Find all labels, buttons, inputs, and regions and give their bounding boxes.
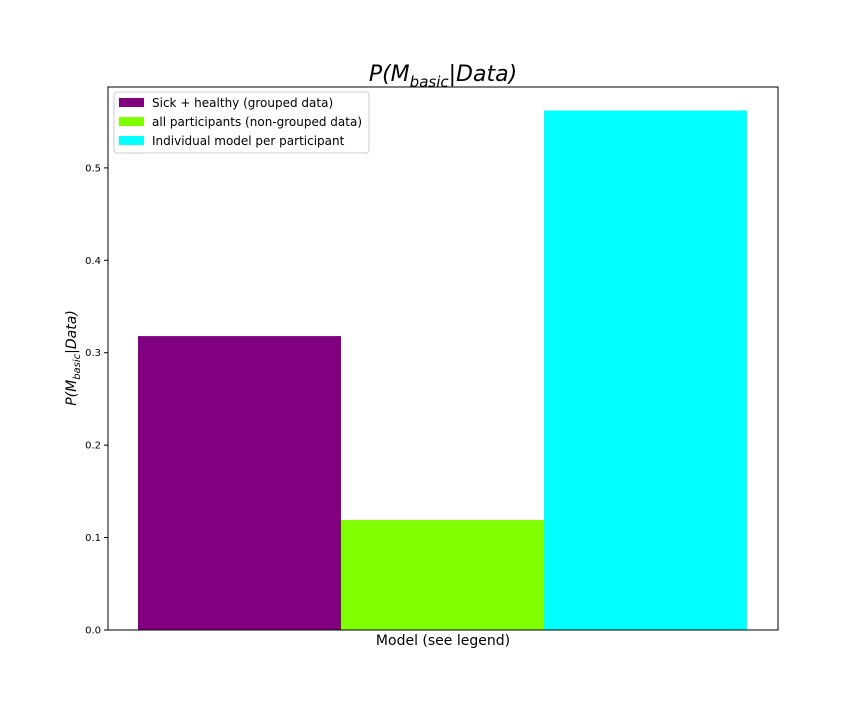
y-tick-label: 0.2 [85, 441, 101, 452]
plot-frame [107, 86, 779, 631]
chart-title-main: P(M [369, 62, 410, 87]
chart-title-suffix: |Data) [449, 62, 518, 87]
y-tick-label: 0.0 [85, 626, 101, 637]
bars-layer [138, 110, 747, 631]
legend-swatch-2 [119, 117, 144, 126]
x-axis-label: Model (see legend) [376, 633, 510, 649]
bar-2 [341, 520, 544, 630]
legend-label-2: all participants (non-grouped data) [152, 115, 362, 129]
y-tick-label: 0.5 [85, 163, 101, 174]
y-tick-label: 0.1 [85, 533, 101, 544]
y-axis-label-subscript: basic [72, 353, 83, 379]
y-axis-label-suffix: |Data) [64, 310, 80, 354]
bar-3 [544, 110, 747, 631]
legend: Sick + healthy (grouped data) all partici… [113, 91, 370, 154]
legend-swatch-3 [119, 136, 144, 145]
bar-1 [138, 336, 341, 630]
y-tick-label: 0.4 [85, 256, 101, 267]
legend-label-1: Sick + healthy (grouped data) [152, 96, 333, 110]
legend-swatch-1 [119, 98, 144, 107]
y-axis-label-main: P(M [64, 380, 80, 406]
y-ticks-layer: 0.0 0.1 0.2 0.3 0.4 0.5 [85, 163, 108, 637]
y-axis-label: P(Mbasic|Data) [64, 310, 83, 406]
y-tick-label: 0.3 [85, 348, 101, 359]
legend-box [113, 91, 370, 154]
legend-items: Sick + healthy (grouped data) all partici… [119, 96, 362, 148]
chart-title-subscript: basic [410, 73, 450, 91]
legend-label-3: Individual model per participant [152, 134, 345, 148]
